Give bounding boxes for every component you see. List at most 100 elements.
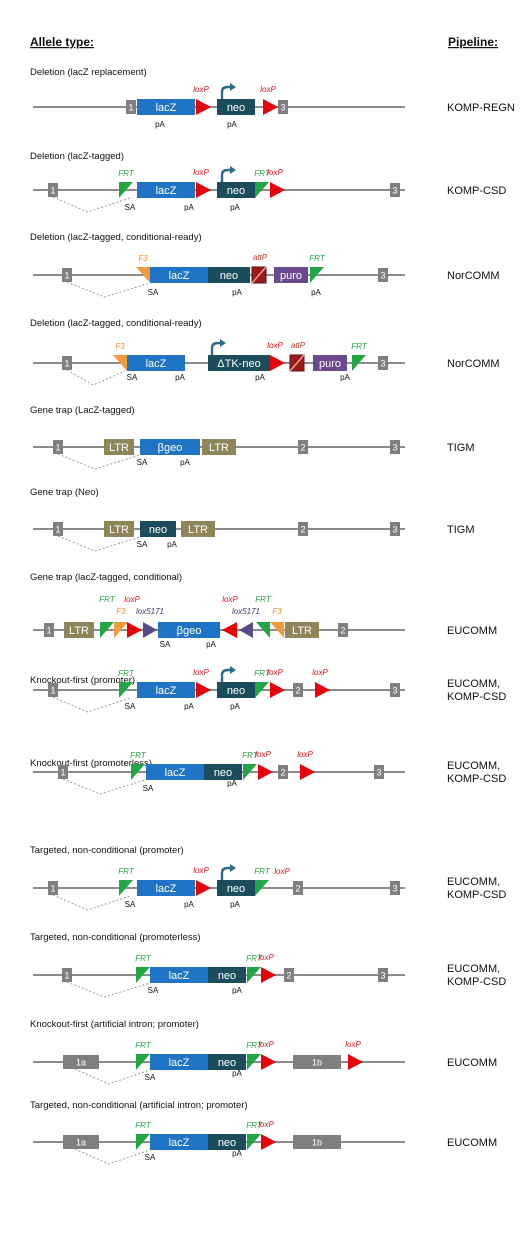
pipeline-label: KOMP-REGN [447, 102, 515, 114]
neo-box [217, 880, 255, 896]
exon-label: 1 [50, 686, 55, 696]
pipeline-label: TIGM [447, 524, 475, 536]
frt-label: FRT [135, 954, 152, 963]
allele-row: Gene trap (LacZ-tagged) TIGM 1 LTR βgeo LTR 2 3… [30, 405, 475, 470]
pipeline-label: EUCOMM, [447, 678, 500, 690]
splice-path [52, 894, 131, 911]
lacz-label: lacZ [169, 1137, 190, 1149]
f3-label: F3 [138, 254, 148, 263]
allele-title: Gene trap (lacZ-tagged, conditional) [30, 572, 182, 583]
exon-box [284, 968, 294, 982]
lacz-box [137, 880, 195, 896]
allele-title: Knockout-first (promoter) [30, 675, 135, 686]
frt-label: FRT [118, 867, 135, 876]
attp-label: attP [291, 341, 306, 350]
exon-label: 3 [380, 271, 385, 281]
puro-label: puro [280, 270, 302, 282]
loxp-label: loxP [267, 168, 283, 177]
pipeline-label: KOMP-CSD [447, 773, 506, 785]
neo-box [208, 1054, 246, 1070]
loxp-label: loxP [193, 866, 209, 875]
neo-box [208, 1134, 246, 1150]
pipeline-label: EUCOMM, [447, 760, 500, 772]
neo-label: neo [218, 1137, 236, 1149]
promoter-arrow-head [230, 864, 236, 872]
bgeo-box [158, 622, 220, 638]
lacz-box [150, 267, 208, 283]
loxp-site [263, 99, 278, 115]
sa-label: SA [125, 900, 136, 909]
allele-row: Knockout-first (artificial intron; promo… [30, 1019, 497, 1085]
loxp-site [258, 764, 273, 780]
loxp-site [196, 880, 211, 896]
sa-label: SA [125, 203, 136, 212]
exon-label: 1a [76, 1058, 86, 1068]
pa-label: pA [230, 702, 240, 711]
exon-label: 2 [295, 686, 300, 696]
neo-box [217, 182, 255, 198]
frt-label: FRT [242, 751, 259, 760]
pipeline-label: NorCOMM [447, 358, 500, 370]
pa-label: pA [184, 203, 194, 212]
exon-box [298, 440, 308, 454]
sa-label: SA [127, 373, 138, 382]
exon-label: 2 [300, 443, 305, 453]
promoter-arrow [220, 85, 230, 99]
frt-site [255, 880, 269, 896]
ltr-label: LTR [109, 524, 129, 536]
loxp-label: loxP [193, 85, 209, 94]
promoter-arrow [220, 168, 230, 182]
loxp-site [196, 182, 211, 198]
loxp-site [300, 764, 315, 780]
splice-path [74, 1068, 151, 1085]
sa-label: SA [148, 288, 159, 297]
pa-label: pA [227, 120, 237, 129]
lox5171-label: lox5171 [136, 607, 164, 616]
sa-label: SA [145, 1153, 156, 1162]
sa-label: SA [137, 458, 148, 467]
loxp-site [261, 967, 276, 983]
frt-site [243, 764, 257, 780]
exon-label: 1 [60, 768, 65, 778]
allele-title: Deletion (lacZ replacement) [30, 67, 147, 78]
loxp-site [127, 622, 142, 638]
splice-path [57, 453, 141, 470]
exon-label: 1 [64, 359, 69, 369]
frt-label: FRT [254, 169, 271, 178]
promoter-arrow-head [230, 83, 236, 91]
loxp-label: loxP [274, 867, 290, 876]
loxp-site [270, 355, 285, 371]
lacz-box [137, 99, 195, 115]
pipeline-label: KOMP-CSD [447, 185, 506, 197]
puro-box [313, 355, 347, 371]
frt-label: FRT [246, 1041, 263, 1050]
promoter-arrow-head [230, 166, 236, 174]
ltr-label: LTR [69, 625, 89, 637]
exon-label: 2 [300, 525, 305, 535]
ltr-box [64, 622, 94, 638]
pipeline-label: EUCOMM, [447, 876, 500, 888]
allele-title: Deletion (lacZ-tagged, conditional-ready… [30, 232, 202, 243]
loxp-label: loxP [297, 750, 313, 759]
allele-row: Gene trap (lacZ-tagged, conditional) EUCO… [30, 572, 497, 649]
frt-site [119, 880, 133, 896]
sa-label: SA [137, 540, 148, 549]
neo-label: neo [220, 270, 238, 282]
attp-stripe [289, 354, 305, 372]
loxp-site [261, 1054, 276, 1070]
exon-box [53, 522, 63, 536]
allele-row: Knockout-first (promoter) EUCOMM,KOMP-CSD… [30, 666, 506, 713]
bgeo-box [140, 439, 200, 455]
loxp-label: loxP [312, 668, 328, 677]
frt-label: FRT [351, 342, 368, 351]
lox5171-label: lox5171 [232, 607, 260, 616]
pipeline-label: NorCOMM [447, 270, 500, 282]
frt-site [247, 967, 261, 983]
pipeline-label: EUCOMM [447, 625, 497, 637]
exon-label: 1 [55, 525, 60, 535]
f3-label: F3 [272, 607, 282, 616]
sa-label: SA [143, 784, 154, 793]
loxp-site [270, 182, 285, 198]
lacz-label: lacZ [156, 185, 177, 197]
